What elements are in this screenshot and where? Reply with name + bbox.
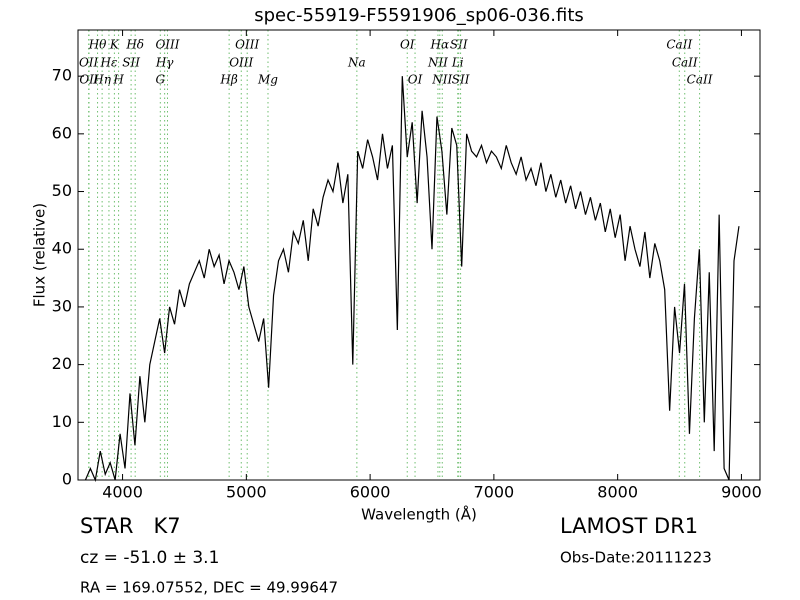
spectral-line-label: Hα: [430, 38, 450, 52]
spectral-line-label: Na: [347, 56, 366, 70]
spectral-line-label: OI: [408, 73, 423, 87]
spectral-line-label: CaII: [666, 38, 692, 52]
y-tick-label: 20: [52, 354, 72, 373]
object-class: STAR K7: [80, 514, 181, 538]
spectral-line-label: Hδ: [125, 38, 144, 52]
x-tick-label: 8000: [597, 483, 638, 502]
spectral-line-label: Li: [451, 56, 464, 70]
spectral-line-label: SII: [452, 73, 470, 87]
spectral-line-label: OIII: [235, 38, 259, 52]
y-tick-label: 40: [52, 239, 72, 258]
spectral-line-label: OIII: [229, 56, 253, 70]
spectral-line-label: Mg: [257, 73, 278, 87]
x-tick-label: 6000: [350, 483, 391, 502]
spectral-line-label: OI: [400, 38, 415, 52]
y-tick-label: 0: [62, 470, 72, 489]
y-tick-label: 60: [52, 123, 72, 142]
x-axis-label: Wavelength (Å): [361, 505, 477, 524]
spectral-line-label: Hε: [99, 56, 117, 70]
x-tick-label: 4000: [102, 483, 143, 502]
spectral-line-label: NII: [431, 73, 452, 87]
spectral-line-label: OII: [79, 73, 99, 87]
survey: LAMOST DR1: [560, 514, 698, 538]
spectral-line-label: G: [156, 73, 166, 87]
spectral-line-label: H: [112, 73, 124, 87]
plot-frame: [77, 29, 761, 481]
spectral-line-label: NII: [427, 56, 448, 70]
spectral-line-label: K: [109, 38, 120, 52]
spectral-line-label: SII: [450, 38, 468, 52]
y-axis-label: Flux (relative): [31, 203, 49, 307]
redshift: cz = -51.0 ± 3.1: [80, 548, 219, 568]
y-tick-label: 30: [52, 296, 72, 315]
x-tick-label: 9000: [721, 483, 762, 502]
obs-date: Obs-Date:20111223: [560, 549, 712, 567]
y-tick-label: 70: [52, 66, 72, 85]
spectral-line-label: OIII: [155, 38, 179, 52]
x-tick-label: 7000: [474, 483, 515, 502]
spectral-line-label: CaII: [687, 73, 713, 87]
spectrum-line: [84, 76, 740, 483]
spectral-line-label: Hθ: [88, 38, 107, 52]
coordinates: RA = 169.07552, DEC = 49.99647: [80, 579, 338, 597]
spectral-line-label: SII: [122, 56, 140, 70]
x-tick-label: 5000: [226, 483, 267, 502]
y-tick-label: 10: [52, 412, 72, 431]
spectral-line-label: CaII: [672, 56, 698, 70]
y-tick-label: 50: [52, 181, 72, 200]
chart-title: spec-55919-F5591906_sp06-036.fits: [254, 5, 584, 26]
spectral-line-label: Hγ: [155, 56, 174, 70]
spectral-line-label: Hβ: [219, 73, 237, 87]
spectral-line-label: Hη: [92, 73, 111, 87]
